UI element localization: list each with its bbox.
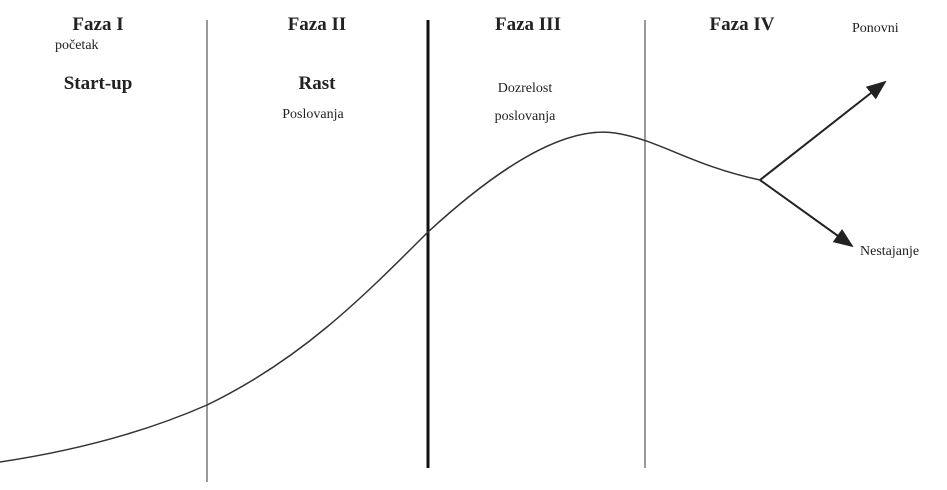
phase-title: Faza II bbox=[288, 14, 347, 35]
phase-label: Poslovanja bbox=[282, 107, 344, 122]
phase-title: Faza III bbox=[495, 14, 561, 35]
phase-label: poslovanja bbox=[495, 109, 556, 124]
phase-label: Rast bbox=[299, 73, 337, 94]
arrow-up bbox=[759, 80, 887, 181]
arrow-down bbox=[759, 179, 854, 248]
phase-title: Faza IV bbox=[710, 14, 775, 35]
life-cycle-curve bbox=[0, 131, 761, 463]
phase-title: Faza I bbox=[72, 14, 123, 35]
phase-label: Dozrelost bbox=[498, 81, 553, 96]
outcome-label: Ponovni bbox=[852, 21, 899, 36]
phase-label: Start-up bbox=[64, 73, 133, 94]
phase-label: početak bbox=[55, 38, 99, 53]
outcome-label: Nestajanje bbox=[860, 244, 919, 259]
